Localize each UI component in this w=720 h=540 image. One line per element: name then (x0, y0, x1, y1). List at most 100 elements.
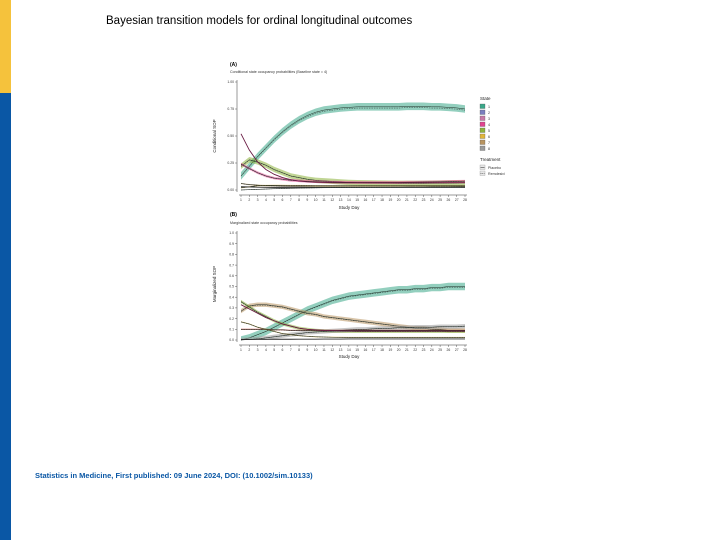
panel-b-label: (B) (230, 212, 237, 218)
x-tick-label: 2 (248, 198, 250, 202)
y-tick-label: 0.4 (229, 295, 234, 299)
x-tick-label: 22 (413, 348, 417, 352)
x-tick-label: 18 (380, 348, 384, 352)
x-tick-label: 3 (257, 198, 259, 202)
x-tick-label: 8 (298, 198, 300, 202)
x-tick-label: 22 (413, 198, 417, 202)
x-tick-label: 10 (314, 348, 318, 352)
legend-state-label: 1 (488, 105, 490, 109)
x-tick-label: 28 (463, 348, 467, 352)
legend-state-swatch (479, 121, 486, 127)
y-tick-label: 0.3 (229, 306, 234, 310)
x-tick-label: 23 (422, 348, 426, 352)
series-4-line (241, 329, 465, 331)
legend-state-swatch (479, 127, 486, 133)
y-tick-label: 0.25 (227, 161, 234, 165)
series-1-band (241, 302, 465, 333)
legend-state-label: 2 (488, 111, 490, 115)
x-tick-label: 6 (282, 348, 284, 352)
panel-a-ylabel: Conditional SOP (212, 119, 217, 152)
series-0-line (240, 106, 466, 177)
panel-b-xlabel: Study Day (339, 354, 361, 359)
panel-a: (A) Conditional state occupancy probabil… (212, 62, 507, 210)
series-3-band (241, 323, 465, 340)
legend-treatment-title: Treatment (480, 157, 501, 162)
panel-a-plot: 0.000.250.500.751.001 2 3 4 5 6 7 8 9 10 11 12 13 14 1… (227, 80, 467, 202)
x-tick-label: 8 (298, 348, 300, 352)
series-3-line-dashed (240, 326, 466, 341)
legend-state-swatch (479, 109, 486, 115)
x-tick-label: 12 (330, 348, 334, 352)
x-tick-label: 9 (306, 198, 308, 202)
x-tick-label: 4 (265, 348, 267, 352)
legend-state-swatch (479, 133, 486, 139)
series-3-line (240, 133, 465, 184)
legend-state-label: 7 (488, 141, 490, 145)
x-tick-label: 11 (322, 198, 326, 202)
x-tick-label: 9 (306, 348, 308, 352)
panel-b-plot: 0.00.10.20.30.40.50.60.70.80.91.01 2 3 4 5 6 7… (229, 231, 467, 352)
panel-b-ylabel: Marginalized SOP (212, 266, 217, 302)
y-tick-label: 0.6 (229, 274, 234, 278)
y-tick-label: 0.7 (229, 263, 234, 267)
series-5-line (240, 304, 465, 332)
x-tick-label: 25 (438, 198, 442, 202)
series-0-band (241, 282, 465, 340)
x-tick-label: 4 (265, 198, 267, 202)
x-tick-label: 16 (364, 348, 368, 352)
legend-state-label: 6 (488, 135, 490, 139)
legend-treatments: Placebo Remdesivir (479, 164, 507, 176)
legend-state-swatch (479, 103, 486, 109)
panel-b-title: Marginalized state occupancy probabiliti… (230, 221, 298, 225)
legend-state-swatch (479, 139, 486, 145)
legend-state-swatch (479, 115, 486, 121)
x-tick-label: 21 (405, 198, 409, 202)
y-tick-label: 0.75 (227, 107, 234, 111)
x-tick-label: 1 (240, 198, 242, 202)
y-tick-label: 0.50 (227, 134, 234, 138)
panel-a-xlabel: Study Day (339, 205, 361, 210)
x-tick-label: 24 (430, 348, 434, 352)
figure-svg: (A) Conditional state occupancy probabil… (212, 62, 507, 359)
x-tick-label: 1 (240, 348, 242, 352)
x-tick-label: 15 (355, 348, 359, 352)
x-tick-label: 12 (330, 198, 334, 202)
x-tick-label: 17 (372, 198, 376, 202)
y-tick-label: 0.1 (229, 328, 234, 332)
x-tick-label: 18 (380, 198, 384, 202)
y-tick-label: 0.5 (229, 285, 234, 289)
series-0-band (241, 102, 465, 180)
x-tick-label: 27 (455, 348, 459, 352)
x-tick-label: 20 (397, 198, 401, 202)
y-tick-label: 1.00 (227, 80, 234, 84)
x-tick-label: 7 (290, 348, 292, 352)
x-tick-label: 5 (273, 198, 275, 202)
x-tick-label: 27 (455, 198, 459, 202)
y-tick-label: 0.00 (227, 188, 234, 192)
x-tick-label: 6 (282, 198, 284, 202)
y-tick-label: 0.2 (229, 317, 234, 321)
x-tick-label: 7 (290, 198, 292, 202)
x-tick-label: 25 (438, 348, 442, 352)
series-5-line (240, 185, 465, 189)
panel-a-title: Conditional state occupancy probabilitie… (230, 70, 327, 74)
series-0-line-dashed (240, 287, 465, 341)
x-tick-label: 19 (388, 198, 392, 202)
x-tick-label: 14 (347, 348, 351, 352)
accent-bar-blue (0, 93, 11, 540)
legend-state-label: 8 (488, 147, 490, 151)
legend-state-label: 3 (488, 117, 490, 121)
x-tick-label: 20 (397, 348, 401, 352)
accent-bar-yellow (0, 0, 11, 93)
x-tick-label: 19 (388, 348, 392, 352)
x-tick-label: 3 (257, 348, 259, 352)
legend-state-title: State (480, 96, 491, 101)
x-tick-label: 13 (339, 348, 343, 352)
x-tick-label: 11 (322, 348, 326, 352)
x-tick-label: 28 (463, 198, 467, 202)
x-tick-label: 23 (422, 198, 426, 202)
slide-title: Bayesian transition models for ordinal l… (106, 15, 413, 27)
x-tick-label: 10 (314, 198, 318, 202)
legend-states: 1 2 3 4 5 6 7 8 (479, 103, 490, 151)
x-tick-label: 26 (447, 198, 451, 202)
